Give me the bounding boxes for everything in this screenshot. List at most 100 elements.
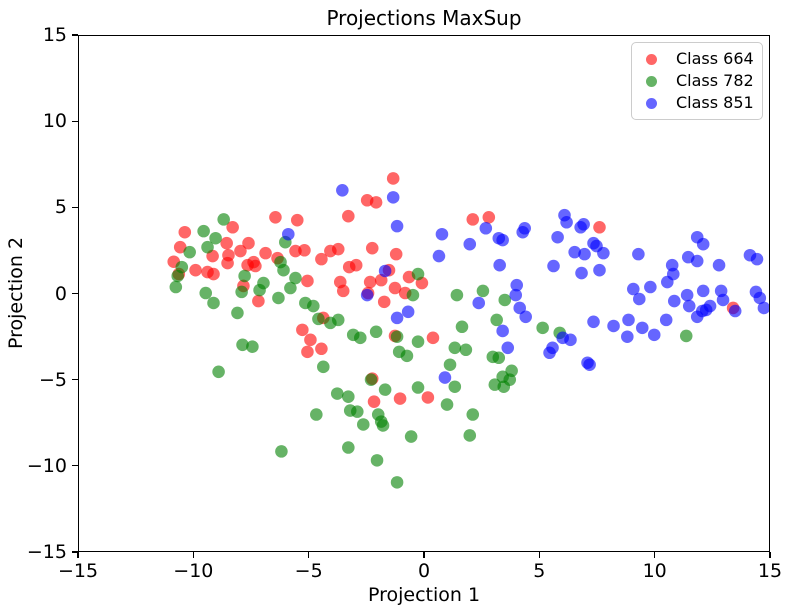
scatter-point xyxy=(331,313,345,327)
scatter-point xyxy=(307,299,320,313)
scatter-point xyxy=(411,381,425,394)
scatter-point xyxy=(490,313,503,327)
scatter-point xyxy=(509,288,523,302)
scatter-point xyxy=(386,191,400,204)
scatter-point xyxy=(290,213,304,227)
x-tick-mark xyxy=(654,552,656,558)
scatter-point xyxy=(543,346,556,360)
scatter-point xyxy=(560,216,573,229)
scatter-point xyxy=(728,304,742,318)
y-tick-label: 10 xyxy=(42,110,67,133)
scatter-point xyxy=(236,338,249,352)
scatter-point xyxy=(336,184,349,197)
scatter-point xyxy=(622,313,635,327)
scatter-point xyxy=(493,258,506,272)
scatter-point xyxy=(696,284,710,298)
x-tick-mark xyxy=(769,552,771,558)
scatter-point xyxy=(169,280,183,294)
scatter-point xyxy=(388,281,402,295)
scatter-point xyxy=(234,244,247,258)
scatter-point xyxy=(207,267,220,281)
scatter-point xyxy=(564,333,577,347)
scatter-point xyxy=(259,246,272,260)
scatter-point xyxy=(197,224,210,238)
scatter-point xyxy=(364,373,378,386)
scatter-point xyxy=(183,245,196,259)
scatter-point xyxy=(466,213,480,226)
scatter-point xyxy=(301,274,314,288)
scatter-point xyxy=(226,220,239,234)
scatter-point xyxy=(369,325,383,339)
scatter-point xyxy=(282,227,295,241)
scatter-point xyxy=(597,246,610,260)
scatter-point xyxy=(696,237,710,251)
x-tick-mark xyxy=(538,552,540,558)
y-tick-mark xyxy=(72,292,78,295)
scatter-point xyxy=(376,419,390,432)
scatter-point xyxy=(496,324,509,338)
scatter-point xyxy=(298,243,311,257)
scatter-point xyxy=(680,288,694,302)
y-tick-label: −10 xyxy=(26,454,67,477)
scatter-point xyxy=(235,285,248,299)
scatter-point xyxy=(253,283,266,297)
scatter-point xyxy=(351,405,364,418)
scatter-point xyxy=(370,454,384,467)
scatter-point xyxy=(378,383,392,396)
scatter-point xyxy=(354,331,367,345)
scatter-point xyxy=(432,249,446,263)
scatter-point xyxy=(304,333,317,347)
scatter-point xyxy=(455,320,469,334)
scatter-point xyxy=(593,263,606,277)
x-tick-label: 15 xyxy=(757,560,783,582)
scatter-point xyxy=(448,341,462,355)
scatter-point xyxy=(349,258,363,272)
scatter-point xyxy=(482,211,496,224)
legend-item-class-664: Class 664 xyxy=(632,48,762,70)
scatter-point xyxy=(463,237,477,251)
scatter-point xyxy=(389,247,403,261)
scatter-point xyxy=(400,349,414,363)
scatter-point xyxy=(342,209,355,223)
legend-item-class-782: Class 782 xyxy=(632,70,762,92)
scatter-point xyxy=(217,213,230,226)
scatter-point xyxy=(289,271,302,285)
scatter-point xyxy=(178,225,192,239)
scatter-point xyxy=(312,312,325,326)
y-tick-label: 5 xyxy=(54,196,67,219)
x-tick-label: −15 xyxy=(57,560,99,582)
scatter-point xyxy=(690,254,704,268)
scatter-point xyxy=(476,284,490,298)
x-tick-mark xyxy=(423,552,425,558)
scatter-point xyxy=(275,445,288,458)
scatter-point xyxy=(690,310,704,324)
scatter-point xyxy=(390,330,404,344)
scatter-point xyxy=(173,240,187,254)
scatter-point xyxy=(401,305,415,319)
y-tick-mark xyxy=(72,34,78,36)
scatter-point xyxy=(753,291,767,305)
scatter-point xyxy=(406,288,420,302)
scatter-point xyxy=(492,351,506,365)
x-tick-label: −10 xyxy=(173,560,214,582)
legend-item-label: Class 782 xyxy=(676,71,754,90)
scatter-point xyxy=(272,291,285,305)
scatter-point xyxy=(221,256,234,270)
scatter-point xyxy=(463,429,477,442)
scatter-point xyxy=(661,275,674,289)
y-tick-mark xyxy=(72,379,78,381)
scatter-point xyxy=(336,284,350,298)
y-tick-mark xyxy=(72,120,78,122)
scatter-point xyxy=(757,301,769,315)
y-tick-mark xyxy=(72,206,78,208)
plot-title: Projections MaxSup xyxy=(326,6,522,30)
scatter-point xyxy=(575,266,588,280)
scatter-point xyxy=(426,331,440,345)
scatter-point xyxy=(498,293,512,307)
scatter-point xyxy=(712,258,726,272)
y-tick-mark xyxy=(72,551,78,553)
scatter-point xyxy=(587,315,600,329)
scatter-point xyxy=(284,281,297,295)
scatter-point xyxy=(621,330,634,344)
scatter-point xyxy=(593,220,606,234)
